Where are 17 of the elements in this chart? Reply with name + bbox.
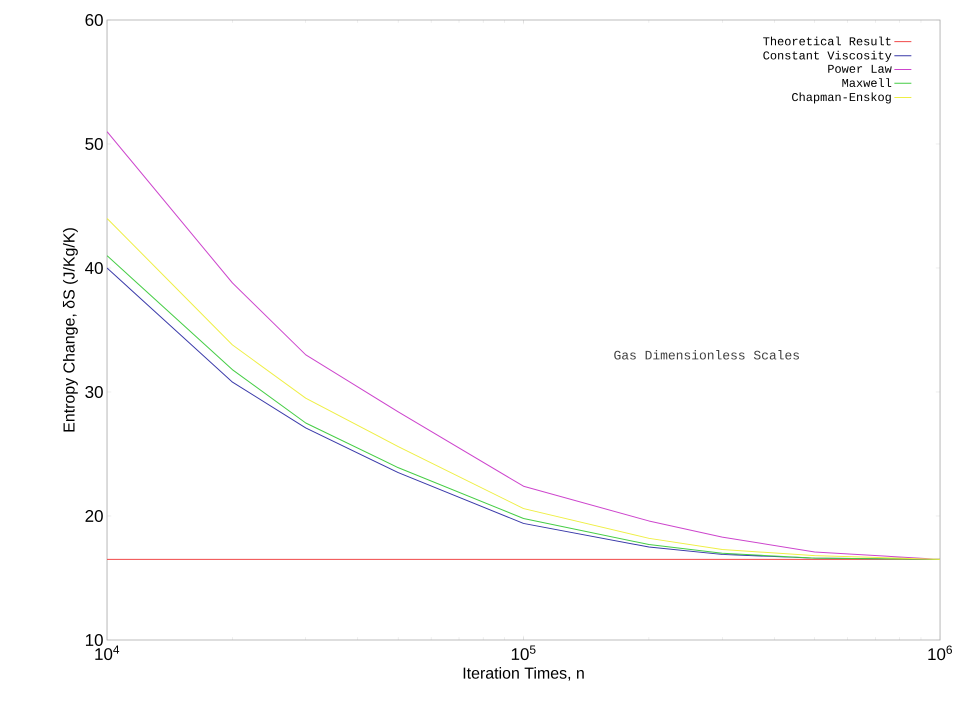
y-axis-title: Entropy Change, δS (J/Kg/K) [62,228,78,432]
y-tick-label: 40 [85,262,103,274]
y-tick-label: 60 [86,14,103,26]
legend-label: Power Law [828,64,892,73]
legend-label: Maxwell [842,78,892,87]
annotation: Gas Dimensionless Scales [614,350,799,360]
x-axis-title: Iteration Times, n [464,667,584,681]
legend-label: Chapman-Enskog [792,92,891,104]
y-tick-label: 30 [85,386,103,398]
legend-label: Theoretical Result [763,36,891,46]
x-tick-label: 10$^{5}$ [512,646,536,660]
y-tick-label: 10 [86,634,103,646]
x-tick-label: 10$^{4}$ [95,646,120,660]
y-tick-label: 20 [86,510,103,522]
legend-label: Constant Viscosity [763,50,892,62]
y-tick-label: 50 [85,138,103,150]
x-tick-label: 10$^{6}$ [928,646,952,660]
